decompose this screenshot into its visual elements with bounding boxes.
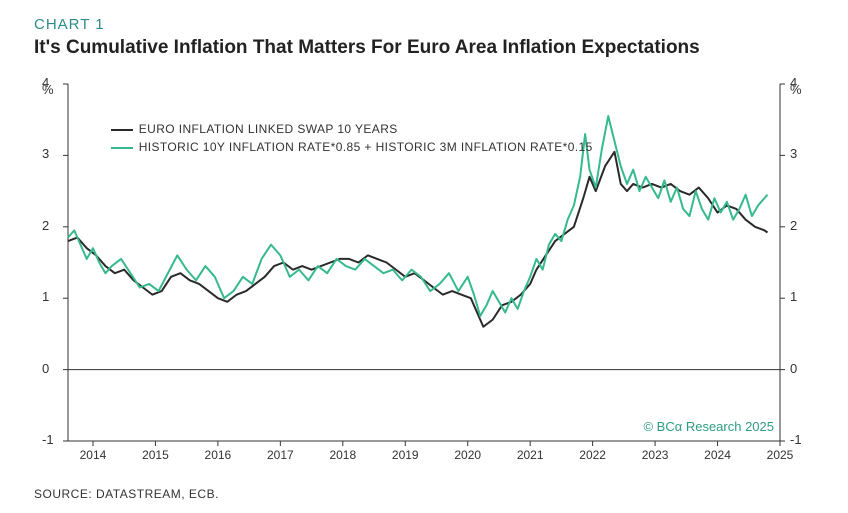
xtick: 2015 — [142, 448, 169, 462]
series-line-0 — [68, 152, 768, 327]
chart-title: It's Cumulative Inflation That Matters F… — [34, 37, 814, 59]
legend-item: HISTORIC 10Y INFLATION RATE*0.85 + HISTO… — [111, 138, 593, 156]
ytick-left: -1 — [42, 432, 54, 447]
xtick: 2018 — [329, 448, 356, 462]
y-unit-left: % — [42, 82, 54, 97]
copyright-text: © BCα Research 2025 — [643, 419, 774, 434]
ytick-left: 1 — [42, 289, 49, 304]
xtick: 2016 — [205, 448, 232, 462]
ytick-right: 0 — [790, 361, 797, 376]
legend-item: EURO INFLATION LINKED SWAP 10 YEARS — [111, 120, 593, 138]
legend-swatch — [111, 129, 133, 131]
xtick: 2017 — [267, 448, 294, 462]
ytick-right: -1 — [790, 432, 802, 447]
ytick-right: 1 — [790, 289, 797, 304]
xtick: 2014 — [80, 448, 107, 462]
xtick: 2024 — [704, 448, 731, 462]
legend-label: EURO INFLATION LINKED SWAP 10 YEARS — [139, 122, 398, 136]
line-chart: -1-10011223344%%201420152016201720182019… — [34, 80, 814, 469]
xtick: 2023 — [642, 448, 669, 462]
xtick: 2022 — [579, 448, 606, 462]
ytick-right: 2 — [790, 218, 797, 233]
y-unit-right: % — [790, 82, 802, 97]
legend-label: HISTORIC 10Y INFLATION RATE*0.85 + HISTO… — [139, 140, 593, 154]
ytick-left: 0 — [42, 361, 49, 376]
xtick: 2021 — [517, 448, 544, 462]
legend: EURO INFLATION LINKED SWAP 10 YEARS HISTO… — [111, 120, 593, 156]
ytick-right: 3 — [790, 146, 797, 161]
xtick: 2019 — [392, 448, 419, 462]
source-text: SOURCE: DATASTREAM, ECB. — [34, 487, 219, 501]
xtick: 2025 — [767, 448, 794, 462]
legend-swatch — [111, 147, 133, 149]
chart-number-label: CHART 1 — [34, 16, 814, 33]
xtick: 2020 — [454, 448, 481, 462]
ytick-left: 3 — [42, 146, 49, 161]
ytick-left: 2 — [42, 218, 49, 233]
